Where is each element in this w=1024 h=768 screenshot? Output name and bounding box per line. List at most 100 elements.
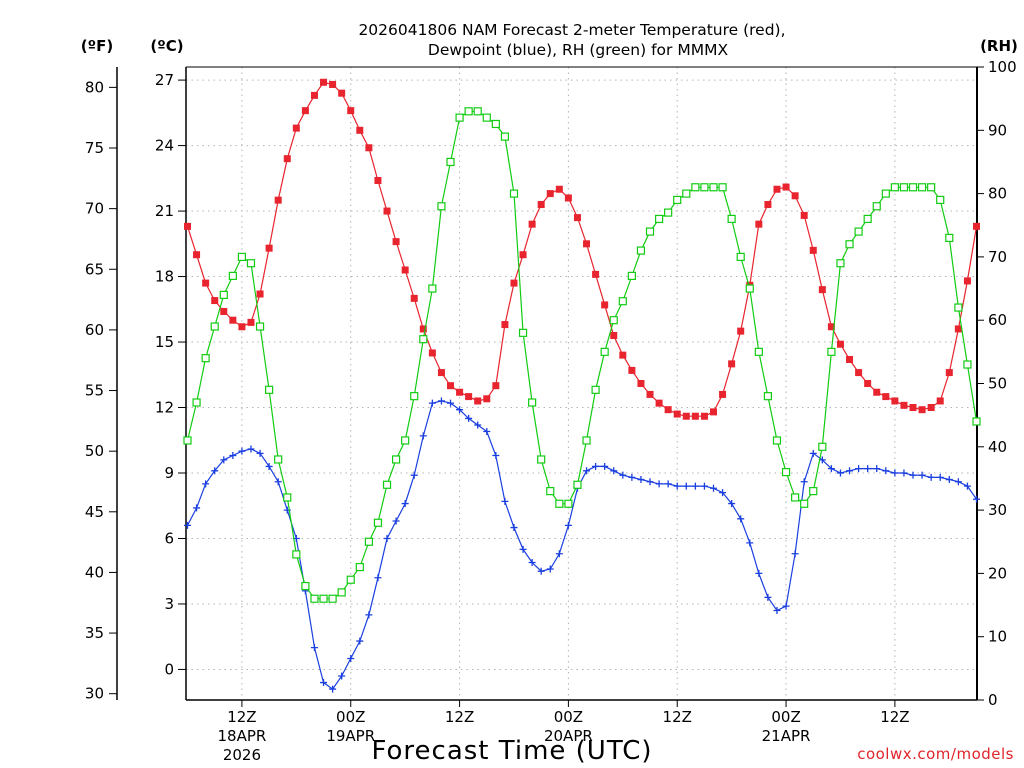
fahrenheit-tick-label: 35	[85, 624, 104, 642]
rh-marker	[573, 480, 582, 489]
temperature-marker	[465, 393, 473, 401]
rh-marker	[192, 398, 201, 407]
dewpoint-marker	[392, 517, 400, 525]
dewpoint-marker	[755, 569, 763, 577]
temperature-marker	[338, 89, 346, 97]
celsius-tick-label: 15	[155, 333, 174, 351]
dewpoint-marker	[945, 476, 953, 484]
rh-marker	[845, 240, 854, 249]
dewpoint-marker	[873, 465, 881, 473]
dewpoint-marker	[374, 574, 382, 582]
dewpoint-marker	[492, 452, 500, 460]
rh-marker	[410, 392, 419, 401]
dewpoint-marker	[256, 449, 264, 457]
rh-marker	[337, 588, 346, 597]
rh-marker	[709, 183, 718, 192]
rh-marker	[809, 487, 818, 496]
x-tick-label-date: 19APR	[326, 727, 375, 745]
dewpoint-line	[186, 400, 977, 690]
dewpoint-marker	[700, 482, 708, 490]
dewpoint-marker	[900, 469, 908, 477]
temperature-marker	[392, 238, 400, 246]
temperature-marker	[918, 406, 926, 414]
rh-marker	[954, 303, 963, 312]
temperature-marker	[691, 412, 699, 420]
temperature-marker	[247, 318, 255, 326]
dewpoint-marker	[592, 462, 600, 470]
temperature-marker	[555, 185, 563, 193]
temperature-marker	[310, 91, 318, 99]
temperature-marker	[628, 366, 636, 374]
temperature-marker	[437, 369, 445, 377]
dewpoint-marker	[265, 462, 273, 470]
rh-tick-label: 10	[988, 628, 1007, 646]
dewpoint-marker	[782, 602, 790, 610]
celsius-tick-label: 3	[164, 595, 174, 613]
rh-line	[186, 110, 978, 600]
rh-marker	[428, 284, 437, 293]
rh-tick-label: 40	[988, 438, 1007, 456]
rh-marker	[627, 271, 636, 280]
temperature-marker	[737, 327, 745, 335]
temperature-marker	[419, 325, 427, 333]
dewpoint-marker	[338, 672, 346, 680]
dewpoint-marker	[528, 558, 536, 566]
rh-marker	[591, 385, 600, 394]
temperature-marker	[329, 80, 337, 88]
temperature-marker	[347, 107, 355, 115]
temperature-marker	[963, 277, 971, 285]
temperature-marker	[610, 331, 618, 339]
dewpoint-marker	[764, 593, 772, 601]
temperature-marker	[265, 244, 273, 252]
rh-marker	[491, 119, 500, 129]
temperature-marker	[220, 307, 228, 315]
rh-marker	[346, 575, 355, 584]
celsius-tick-label: 24	[155, 137, 174, 155]
temperature-marker	[383, 207, 391, 215]
x-tick-label-time: 12Z	[663, 708, 692, 726]
temperature-marker	[800, 211, 808, 219]
celsius-tick-label: 0	[164, 660, 174, 678]
rh-marker	[555, 499, 564, 508]
temperature-marker	[519, 251, 527, 259]
temperature-marker	[882, 393, 890, 401]
rh-marker	[963, 360, 972, 369]
dewpoint-marker	[601, 462, 609, 470]
temperature-marker	[492, 382, 500, 390]
credit-link[interactable]: coolwx.com/models	[857, 745, 1014, 763]
dewpoint-marker	[773, 607, 781, 615]
rh-marker	[464, 107, 473, 116]
temperature-marker	[655, 399, 663, 407]
dewpoint-marker	[564, 521, 572, 529]
rh-tick-label: 60	[988, 311, 1007, 329]
celsius-tick-label: 6	[164, 529, 174, 547]
temperature-marker	[238, 323, 246, 331]
temperature-marker	[873, 388, 881, 396]
rh-tick-label: 70	[988, 248, 1007, 266]
temperature-marker	[646, 390, 654, 398]
temperature-marker	[927, 404, 935, 412]
dewpoint-marker	[401, 500, 409, 508]
temperature-marker	[755, 220, 763, 228]
dewpoint-marker	[637, 476, 645, 484]
celsius-unit-label: (ºC)	[150, 37, 183, 55]
dewpoint-marker	[846, 467, 854, 475]
dewpoint-marker	[610, 467, 618, 475]
rh-marker	[518, 328, 528, 337]
rh-marker	[600, 347, 609, 356]
rh-marker	[664, 208, 673, 217]
dewpoint-marker	[474, 421, 482, 429]
celsius-tick-label: 9	[164, 464, 174, 482]
x-tick-label-date: 18APR	[217, 727, 266, 745]
dewpoint-marker	[519, 545, 527, 553]
dewpoint-marker	[247, 445, 255, 453]
fahrenheit-tick-label: 40	[85, 563, 104, 581]
dewpoint-marker	[918, 471, 926, 479]
dewpoint-marker	[537, 567, 545, 575]
dewpoint-marker	[936, 473, 944, 481]
rh-marker	[609, 316, 618, 325]
rh-marker	[936, 195, 945, 205]
axes: 0 3 6 9 12 15 18 21 24 27 30 35 40 45 50 55 60 65 70 75 80 0 1…	[85, 58, 1017, 764]
rh-marker	[800, 499, 809, 508]
rh-marker	[881, 189, 890, 198]
